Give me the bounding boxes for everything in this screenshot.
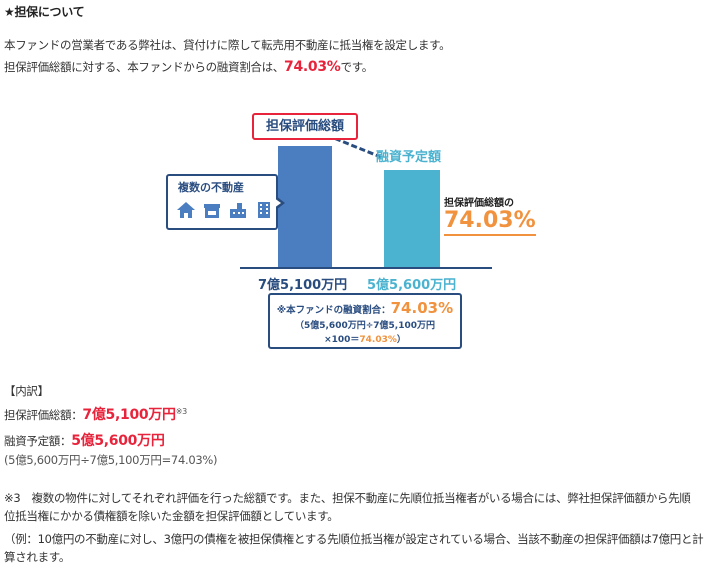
loan-bar [384, 170, 440, 268]
calc-line-3-percent: 74.03% [359, 335, 397, 345]
breakdown-loan-value: 5億5,600万円 [71, 433, 165, 449]
callout-pointer [274, 196, 285, 210]
property-callout: 複数の不動産 [166, 174, 285, 230]
footnote-marker: ※3 [175, 407, 188, 417]
factory-icon [230, 203, 246, 218]
footnote-line-1: ※3 複数の物件に対してそれぞれ評価を行った総額です。また、担保不動産に先順位抵… [4, 491, 691, 505]
calc-line-3-prefix: ×100＝ [324, 335, 360, 345]
calc-line-3-suffix: ） [396, 335, 406, 345]
house-icon [177, 202, 195, 218]
property-label: 複数の不動産 [178, 181, 244, 194]
calc-line-1-prefix: ※本ファンドの融資割合： [276, 305, 391, 316]
building-icon [258, 202, 270, 218]
footnote-line-3: （例：10億円の不動産に対し、3億円の債権を被担保債権とする先順位抵当権が設定さ… [4, 532, 704, 546]
collateral-amount: 7億5,100万円 [258, 278, 348, 293]
ratio-side-percent: 74.03% [444, 208, 536, 236]
breakdown-collateral: 担保評価総額：7億5,100万円※3 [4, 404, 187, 424]
loan-amount: 5億5,600万円 [367, 278, 457, 293]
intro-line-2-suffix: です。 [340, 60, 374, 74]
section-heading: ★担保について [4, 5, 85, 19]
breakdown-loan-label: 融資予定額： [4, 434, 72, 448]
intro-line-2: 担保評価総額に対する、本ファンドからの融資割合は、74.03%です。 [4, 59, 373, 75]
footnote-line-2: 位抵当権にかかる債権額を除いた金額を担保評価額としています。 [4, 509, 339, 523]
calc-line-1-percent: 74.03% [390, 299, 454, 317]
property-icons [176, 200, 274, 220]
collateral-bar [278, 146, 332, 268]
breakdown-formula: (5億5,600万円÷7億5,100万円=74.03%) [4, 453, 218, 467]
collateral-diagram: 担保評価総額 融資予定額 複数の不動産 担保評価総額の 74.03% 7億5,1… [160, 110, 540, 355]
diagram-baseline [240, 267, 492, 269]
loan-label: 融資予定額 [376, 150, 442, 165]
ratio-calc-box: ※本ファンドの融資割合：74.03% （5億5,600万円÷7億5,100万円 … [268, 293, 464, 352]
breakdown-collateral-label: 担保評価総額： [4, 408, 83, 422]
footnote-line-4: 算されます。 [4, 550, 71, 564]
shop-icon [204, 204, 220, 218]
calc-line-1: ※本ファンドの融資割合：74.03% [270, 299, 460, 317]
financing-ratio: 74.03% [284, 59, 341, 75]
intro-line-1: 本ファンドの営業者である弊社は、貸付けに際して転売用不動産に抵当権を設定します。 [4, 38, 451, 52]
collateral-label-box: 担保評価総額 [252, 113, 358, 140]
breakdown-title: 【内訳】 [4, 384, 49, 398]
calc-line-2: （5億5,600万円÷7億5,100万円 [294, 321, 435, 331]
dashed-connector [334, 137, 382, 159]
breakdown-loan: 融資予定額：5億5,600万円 [4, 430, 165, 450]
ratio-side-label: 担保評価総額の [444, 198, 514, 209]
intro-line-2-prefix: 担保評価総額に対する、本ファンドからの融資割合は、 [4, 60, 284, 74]
breakdown-collateral-value: 7億5,100万円 [82, 407, 176, 423]
calc-line-3: ×100＝74.03%） [270, 332, 460, 345]
